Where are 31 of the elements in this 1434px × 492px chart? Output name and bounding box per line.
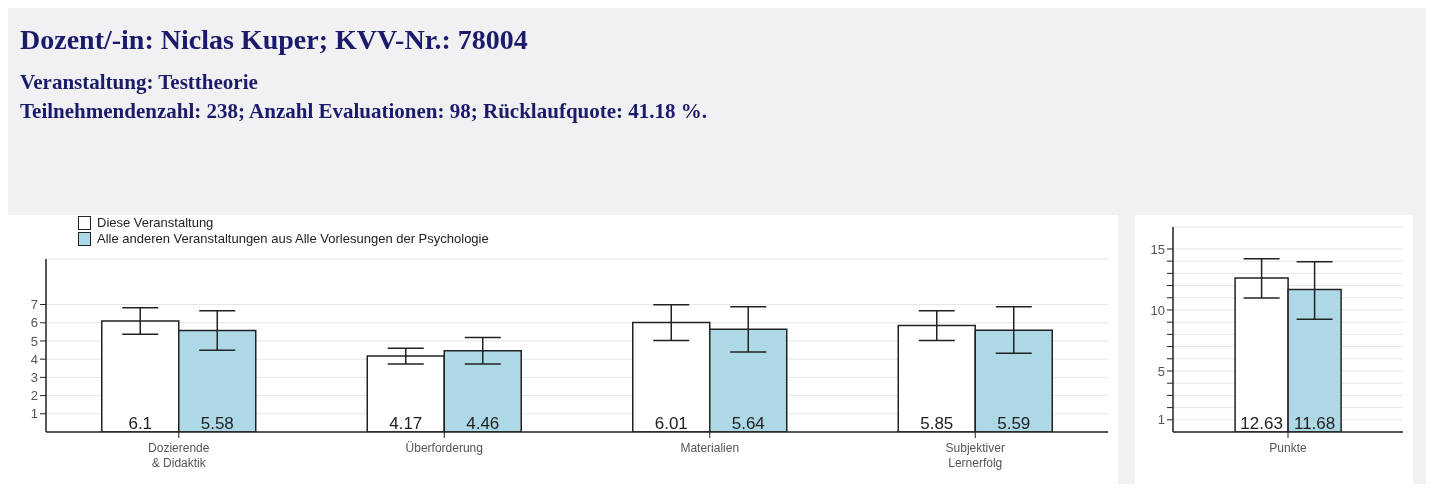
legend-label: Alle anderen Veranstaltungen aus Alle Vorlesungen der Psychologie: [97, 231, 489, 247]
y-tick-label: 1: [1157, 412, 1165, 428]
x-tick-label: Materialien: [680, 441, 740, 455]
y-tick-label: 7: [30, 297, 38, 313]
legend-label: Diese Veranstaltung: [97, 215, 214, 231]
y-tick-label: 6: [30, 315, 38, 331]
x-tick-label: Überforderung: [405, 441, 483, 455]
data-label: 5.64: [731, 414, 765, 433]
y-tick-label: 3: [30, 369, 38, 385]
data-label: 6.1: [128, 414, 153, 433]
data-label: 11.68: [1293, 414, 1336, 433]
y-tick-label: 1: [30, 406, 38, 422]
x-tick-label: Punkte: [1269, 441, 1308, 455]
data-label: 5.85: [920, 414, 954, 433]
y-tick-label: 10: [1150, 302, 1165, 318]
data-label: 6.01: [654, 414, 688, 433]
data-label: 5.58: [200, 414, 234, 433]
y-tick-label: 15: [1150, 241, 1165, 257]
chart-subtitle: Veranstaltung: Testtheorie: [20, 70, 259, 95]
y-tick-label: 2: [30, 388, 38, 404]
data-label: 4.46: [466, 414, 500, 433]
data-label: 12.63: [1240, 414, 1283, 433]
text: Teilnehmendenzahl: 238; Anzahl Evaluationen: 98; Rücklaufquote: 41.18 %.: [20, 99, 708, 124]
data-label: 5.59: [997, 414, 1031, 433]
chart-title: Dozent/-in: Niclas Kuper; KVV-Nr.: 78004: [20, 24, 529, 56]
y-tick-label: 4: [30, 351, 38, 367]
x-tick-label: Dozierende & Didaktik: [148, 441, 210, 470]
y-tick-label: 5: [30, 333, 38, 349]
x-tick-label: Subjektiver Lernerfolg: [945, 441, 1005, 470]
y-tick-label: 5: [1157, 363, 1165, 379]
data-label: 4.17: [389, 414, 423, 433]
